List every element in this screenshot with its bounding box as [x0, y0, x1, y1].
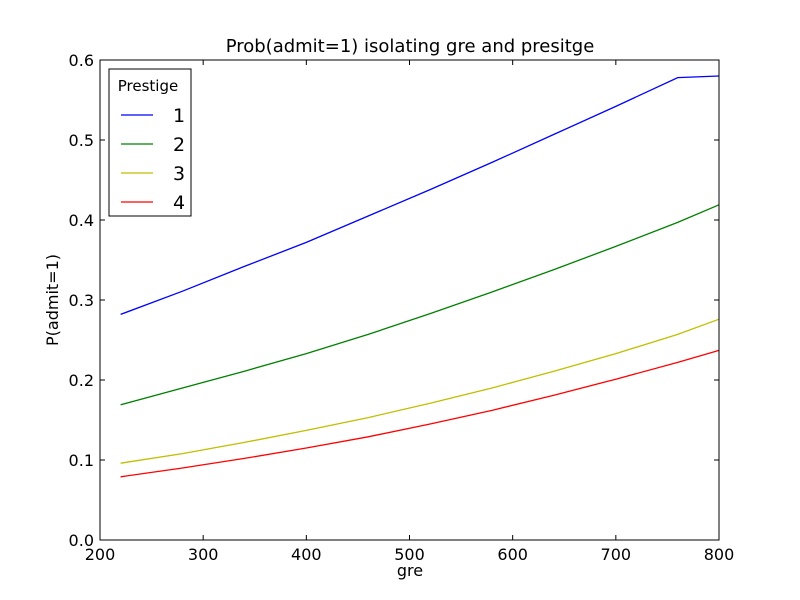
x-tick-label: 300	[188, 545, 219, 564]
x-tick-label: 500	[394, 545, 425, 564]
legend-box	[108, 68, 192, 217]
legend-title: Prestige	[118, 77, 178, 95]
series-line-4	[120, 349, 720, 478]
x-axis-label: gre	[397, 561, 423, 580]
y-tick-label: 0.4	[69, 211, 94, 230]
x-tick-label: 700	[601, 545, 632, 564]
legend-label: 2	[173, 134, 185, 156]
legend-label: 1	[173, 105, 185, 127]
chart-title: Prob(admit=1) isolating gre and presitge	[226, 36, 595, 57]
plot-frame	[99, 59, 720, 541]
series-line-3	[120, 318, 720, 464]
y-tick-label: 0.1	[69, 451, 94, 470]
x-tick-label: 600	[497, 545, 528, 564]
legend: Prestige 1 2 3 4	[108, 68, 192, 217]
legend-entries: 1 2 3 4	[121, 105, 185, 214]
y-tick-label: 0.2	[69, 371, 94, 390]
series-line-2	[120, 204, 720, 406]
axis-ticks: 200 300 400 500 600 700 800 0.0 0.1 0.2 0.3 0.4 0.5 0…	[69, 51, 735, 564]
y-axis-label: P(admit=1)	[43, 254, 62, 346]
x-tick-label: 400	[291, 545, 322, 564]
y-tick-label: 0.3	[69, 291, 94, 310]
y-tick-label: 0.6	[69, 51, 94, 70]
legend-label: 4	[173, 192, 185, 214]
x-tick-label: 800	[704, 545, 735, 564]
series-line-1	[120, 75, 720, 316]
y-tick-label: 0.0	[69, 531, 94, 550]
y-tick-label: 0.5	[69, 131, 94, 150]
legend-label: 3	[173, 163, 185, 185]
plot-lines	[120, 75, 720, 478]
x-tick-label: 200	[85, 545, 116, 564]
